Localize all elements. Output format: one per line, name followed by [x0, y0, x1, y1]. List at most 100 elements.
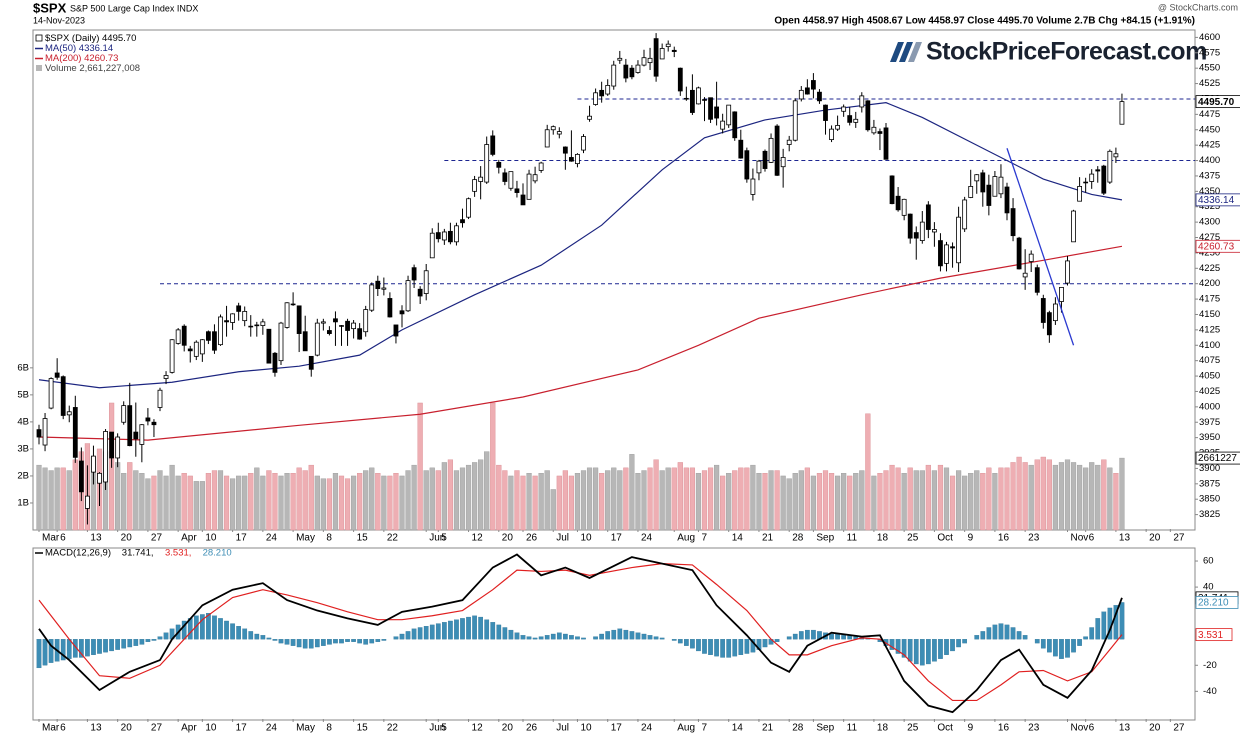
volume-bar: [157, 470, 163, 531]
histogram-bar: [938, 639, 943, 659]
histogram-bar: [157, 636, 163, 640]
y2-tick-label: 4B: [17, 416, 29, 427]
histogram-bar: [441, 622, 447, 640]
histogram-bar: [405, 631, 411, 640]
volume-bar: [1028, 464, 1034, 531]
histogram-bar: [66, 639, 72, 659]
x-tick-label: 24: [641, 533, 653, 544]
volume-bar: [272, 473, 278, 531]
candle-body: [278, 322, 284, 362]
volume-bar: [441, 462, 447, 531]
volume-bar: [937, 464, 944, 531]
volume-bar: [998, 467, 1004, 531]
volume-bar: [205, 473, 212, 531]
legend-entry: Volume 2,661,227,008: [45, 63, 140, 74]
candle-body: [823, 104, 828, 121]
legend-entry: 28.210: [203, 548, 232, 559]
candle-body: [187, 348, 193, 352]
candle-body: [532, 174, 538, 182]
histogram-bar: [133, 639, 139, 646]
volume-bar: [901, 473, 907, 531]
histogram-bar: [127, 639, 133, 648]
histogram-bar: [296, 639, 302, 648]
y-tick-label: 4200: [1199, 278, 1220, 289]
histogram-bar: [272, 639, 278, 641]
histogram-bar: [569, 635, 574, 640]
candle-body: [369, 284, 375, 311]
histogram-bar: [42, 639, 48, 666]
volume-bar: [968, 473, 974, 531]
candle-body: [248, 325, 254, 328]
candle-body: [550, 126, 556, 131]
candle-body: [441, 231, 447, 241]
histogram-bar: [199, 614, 205, 640]
histogram-bar: [593, 636, 598, 640]
y-tick-label: 4425: [1199, 140, 1220, 151]
x-tick-label: 10: [580, 533, 592, 544]
candle-body: [290, 303, 296, 306]
candle-body: [569, 157, 574, 162]
volume-bar: [1046, 459, 1052, 531]
histogram-bar: [363, 639, 369, 645]
volume-bar: [163, 475, 169, 531]
candle-body: [339, 325, 344, 327]
symbol: $SPX: [33, 0, 67, 15]
x-tick-label: 27: [1173, 533, 1185, 544]
candle-body: [417, 288, 423, 297]
candle-body: [42, 418, 48, 446]
candle-body: [97, 472, 102, 484]
volume-bar: [1064, 459, 1071, 531]
y-tick-label: 40: [1203, 582, 1214, 593]
candle-body: [980, 172, 986, 193]
x-tick-label: Sep: [816, 723, 834, 734]
histogram-bar: [448, 620, 453, 640]
volume-bar: [199, 481, 205, 531]
legend-entry: $SPX (Daily) 4495.70: [45, 33, 136, 44]
candle-body: [925, 204, 931, 230]
histogram-bar: [950, 639, 955, 652]
histogram-bar: [696, 639, 701, 652]
volume-bar: [187, 475, 193, 531]
x-tick-label: 13: [1119, 533, 1131, 544]
volume-bar: [417, 402, 423, 531]
candle-body: [199, 339, 205, 355]
histogram-bar: [36, 639, 42, 669]
histogram-bar: [805, 629, 810, 640]
candle-body: [254, 324, 260, 327]
candle-body: [581, 136, 586, 151]
x-tick-label: 7: [701, 533, 707, 544]
volume-bar: [1022, 462, 1028, 531]
histogram-bar: [375, 639, 381, 642]
x-tick-label: 24: [266, 533, 278, 544]
histogram-bar: [1095, 618, 1101, 640]
histogram-bar: [60, 639, 66, 661]
candle-body: [387, 298, 393, 318]
histogram-bar: [841, 635, 847, 640]
histogram-bar: [986, 627, 992, 640]
histogram-bar: [357, 639, 363, 644]
histogram-bar: [605, 631, 611, 640]
candle-body: [901, 198, 907, 216]
histogram-bar: [139, 639, 145, 645]
x-tick-label: 16: [998, 723, 1010, 734]
histogram-bar: [1040, 639, 1046, 649]
y-tick-label: 4525: [1199, 78, 1220, 89]
histogram-bar: [901, 639, 907, 658]
volume-bar: [1083, 467, 1089, 531]
candle-body: [714, 106, 719, 119]
volume-bar: [72, 459, 78, 531]
y2-tick-label: 3B: [17, 443, 29, 454]
histogram-bar: [320, 639, 326, 646]
histogram-bar: [266, 637, 272, 640]
volume-bar: [1095, 464, 1101, 531]
volume-bar: [931, 470, 938, 531]
histogram-bar: [381, 639, 387, 641]
histogram-bar: [1101, 611, 1107, 640]
x-tick-label: 20: [121, 533, 133, 544]
histogram-bar: [647, 635, 653, 640]
y-tick-label: 3950: [1199, 432, 1220, 443]
volume-bar: [1034, 459, 1040, 531]
volume-bar: [605, 470, 611, 531]
histogram-bar: [284, 639, 290, 645]
y-tick-label: 4050: [1199, 371, 1220, 382]
